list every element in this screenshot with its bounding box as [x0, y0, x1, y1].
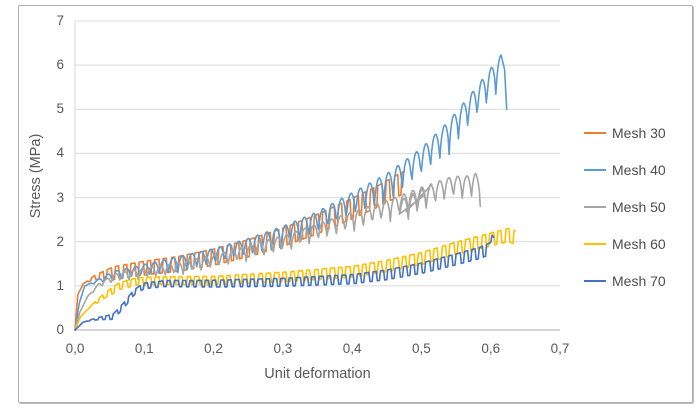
legend-item-mesh-40: Mesh 40 — [584, 160, 666, 180]
y-tick-label: 1 — [56, 277, 64, 293]
x-tick-label: 0,6 — [481, 341, 501, 356]
y-tick-label: 2 — [56, 233, 64, 249]
legend-swatch — [584, 168, 606, 172]
chart-border — [18, 5, 693, 403]
legend-label: Mesh 60 — [612, 236, 666, 252]
legend-label: Mesh 30 — [612, 125, 666, 141]
y-tick-label: 7 — [56, 13, 64, 28]
x-tick-label: 0,3 — [273, 341, 293, 356]
legend: Mesh 30 Mesh 40 Mesh 50 Mesh 60 Mesh 70 — [584, 123, 666, 291]
x-axis-title: Unit deformation — [264, 366, 371, 382]
series-line-mesh-40 — [74, 54, 508, 331]
legend-item-mesh-70: Mesh 70 — [584, 271, 666, 291]
y-tick-label: 0 — [56, 322, 64, 337]
x-tick-label: 0,7 — [550, 341, 570, 356]
legend-swatch — [584, 205, 606, 209]
legend-swatch — [584, 279, 606, 283]
x-tick-label: 0,2 — [204, 341, 223, 356]
legend-swatch — [584, 242, 606, 246]
y-tick-label: 3 — [56, 189, 64, 205]
series-line-mesh-50 — [74, 172, 482, 331]
x-tick-label: 0,4 — [342, 341, 362, 356]
series-line-mesh-30 — [74, 170, 405, 331]
y-tick-label: 4 — [56, 145, 64, 161]
legend-item-mesh-60: Mesh 60 — [584, 234, 666, 254]
legend-label: Mesh 50 — [612, 199, 666, 215]
x-tick-label: 0,5 — [412, 341, 431, 356]
x-tick-label: 0,1 — [134, 341, 154, 356]
y-axis-title: Stress (MPa) — [28, 133, 44, 219]
legend-item-mesh-30: Mesh 30 — [584, 123, 666, 143]
series-line-mesh-60 — [74, 227, 516, 331]
series-line-mesh-70 — [74, 234, 495, 331]
legend-label: Mesh 40 — [612, 162, 666, 178]
legend-item-mesh-50: Mesh 50 — [584, 197, 666, 217]
legend-label: Mesh 70 — [612, 273, 666, 289]
legend-swatch — [584, 131, 606, 135]
y-tick-label: 6 — [56, 57, 64, 73]
y-tick-label: 5 — [56, 101, 64, 117]
x-tick-label: 0,0 — [65, 341, 85, 356]
